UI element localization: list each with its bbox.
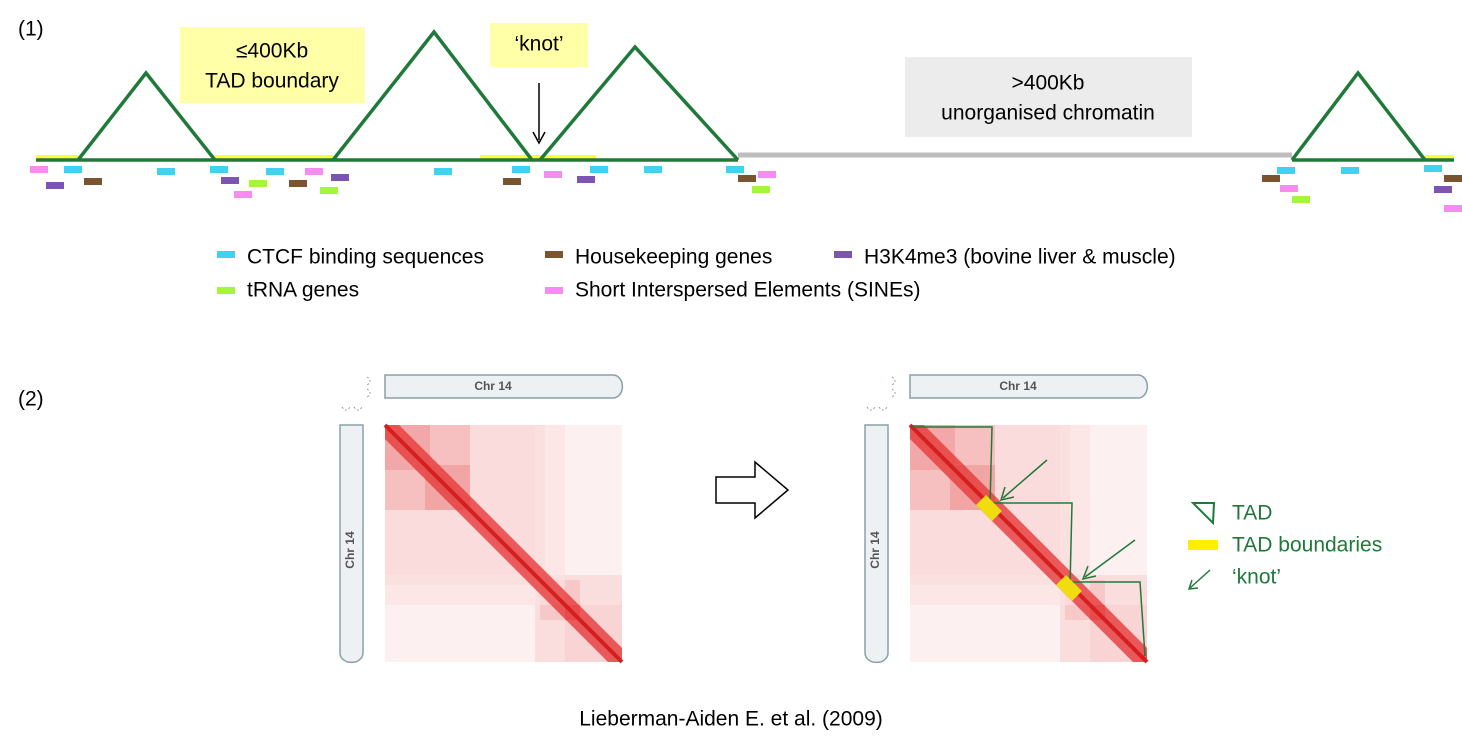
legend-label: H3K4me3 (bovine liver & muscle) xyxy=(864,246,1176,269)
panel-label: (1) xyxy=(18,18,44,41)
feature-marker xyxy=(249,180,267,187)
knot-note-box xyxy=(490,23,588,67)
legend-label: ‘knot’ xyxy=(1232,566,1281,589)
feature-marker xyxy=(289,180,307,187)
feature-marker xyxy=(738,175,756,182)
map-legend: TAD TAD boundaries ‘knot’ xyxy=(1187,502,1382,590)
feature-marker xyxy=(503,178,521,185)
feature-marker xyxy=(752,186,770,193)
feature-marker xyxy=(266,168,284,175)
feature-marker xyxy=(320,187,338,194)
feature-marker xyxy=(1262,175,1280,182)
feature-marker xyxy=(512,166,530,173)
feature-marker xyxy=(305,168,323,175)
legend-swatch xyxy=(834,251,852,258)
citation: Lieberman-Aiden E. et al. (2009) xyxy=(579,708,883,731)
feature-marker xyxy=(577,176,595,183)
unorganised-note: >400Kb xyxy=(1012,72,1085,95)
feature-marker xyxy=(590,166,608,173)
feature-marker xyxy=(1280,185,1298,192)
knot-note: ‘knot’ xyxy=(514,33,563,56)
feature-marker xyxy=(46,182,64,189)
feature-marker xyxy=(64,166,82,173)
legend-label: CTCF binding sequences xyxy=(247,246,484,269)
feature-marker xyxy=(234,191,252,198)
chromosome-label: Chr 14 xyxy=(343,531,357,569)
knot-arrowhead xyxy=(532,131,546,145)
feature-marker xyxy=(1277,167,1295,174)
legend-swatch xyxy=(545,287,563,294)
feature-marker xyxy=(210,166,228,173)
feature-marker xyxy=(331,174,349,181)
legend-label: Short Interspersed Elements (SINEs) xyxy=(575,279,920,302)
feature-marker xyxy=(434,168,452,175)
legend-label: tRNA genes xyxy=(247,279,359,302)
legend-label: Housekeeping genes xyxy=(575,246,772,269)
chromosome-label: Chr 14 xyxy=(474,379,512,393)
hic-map-right: Chr 14 Chr 14 xyxy=(864,374,1149,664)
hic-map-left: Chr 14 Chr 14 xyxy=(339,374,624,664)
feature-marker xyxy=(1444,205,1462,212)
boundaries xyxy=(36,155,1454,161)
feature-marker xyxy=(221,177,239,184)
feature-marker xyxy=(1292,196,1310,203)
feature-marker xyxy=(157,168,175,175)
feature-marker xyxy=(758,171,776,178)
transform-arrow xyxy=(715,460,790,520)
feature-marker xyxy=(1341,167,1359,174)
chromosome-label: Chr 14 xyxy=(868,531,882,569)
unorganised-note-box xyxy=(905,57,1192,137)
feature-marker xyxy=(1434,186,1452,193)
feature-marker xyxy=(1424,165,1442,172)
genomic-features xyxy=(30,165,1462,212)
boundary-note-box xyxy=(180,27,365,103)
boundary-note: ≤400Kb xyxy=(236,40,308,63)
legend-swatch xyxy=(217,251,235,258)
legend-swatch xyxy=(545,251,563,258)
unorganised-note: unorganised chromatin xyxy=(941,102,1155,125)
feature-marker xyxy=(544,171,562,178)
legend-label: TAD xyxy=(1232,502,1272,525)
feature-marker xyxy=(1444,175,1462,182)
chromatin-line xyxy=(36,29,1454,162)
boundary-note: TAD boundary xyxy=(205,70,339,93)
feature-legend: CTCF binding sequences Housekeeping gene… xyxy=(217,246,1176,302)
panel-label: (2) xyxy=(18,388,44,411)
feature-marker xyxy=(644,166,662,173)
feature-marker xyxy=(84,178,102,185)
chromosome-label: Chr 14 xyxy=(999,379,1037,393)
legend-swatch xyxy=(217,287,235,294)
feature-marker xyxy=(30,166,48,173)
feature-marker xyxy=(726,166,744,173)
legend-label: TAD boundaries xyxy=(1232,534,1382,557)
